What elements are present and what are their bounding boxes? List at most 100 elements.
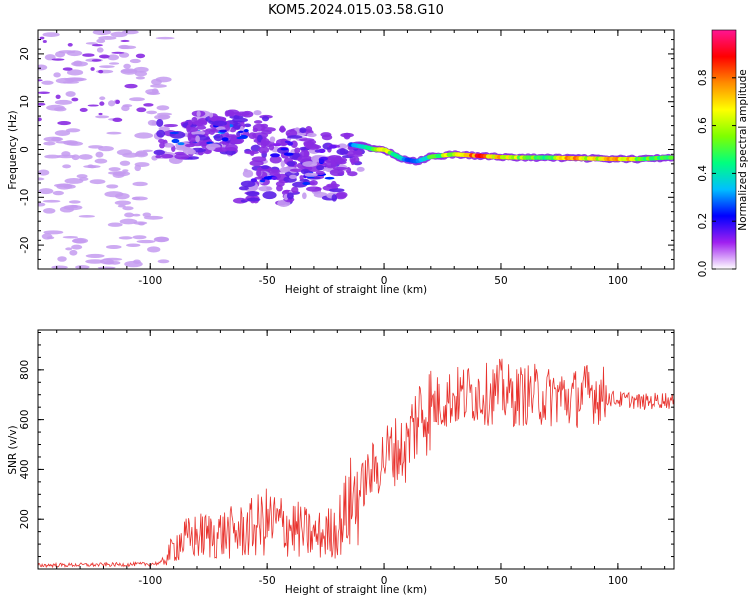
noise-speckle <box>133 66 149 73</box>
cluster-blob <box>207 146 216 151</box>
cluster-blob <box>182 147 195 155</box>
noise-speckle <box>38 177 45 181</box>
noise-speckle-dark <box>135 53 146 59</box>
cluster-blob <box>269 136 276 143</box>
cluster-core <box>318 158 325 164</box>
noise-speckle <box>85 253 105 259</box>
snr-y-tick-label: 400 <box>19 459 31 479</box>
snr-frame <box>37 329 675 570</box>
cluster-blob <box>324 160 337 169</box>
cluster-blob <box>160 153 174 159</box>
heatmap-y-tick-label: -10 <box>19 189 31 206</box>
noise-speckle <box>43 141 56 146</box>
cluster-blob <box>287 135 303 139</box>
cluster-blob <box>299 127 307 134</box>
cluster-blob <box>247 197 261 202</box>
cluster-blob <box>260 127 276 132</box>
noise-speckle <box>95 115 110 119</box>
noise-speckle <box>132 235 147 240</box>
cluster-blob <box>269 155 282 164</box>
noise-speckle <box>54 99 73 105</box>
noise-speckle <box>117 204 126 208</box>
noise-speckle <box>118 236 133 240</box>
snr-series-line <box>38 358 674 569</box>
noise-speckle <box>88 165 96 169</box>
cluster-blob <box>309 180 318 186</box>
cluster-blob <box>215 126 226 131</box>
noise-speckle-dark <box>62 67 73 71</box>
cluster-blob <box>289 174 298 179</box>
colorbar-tick-label: 0.6 <box>697 117 709 134</box>
noise-speckle <box>99 65 115 69</box>
cluster-blob <box>331 194 338 202</box>
noise-speckle-dark <box>136 107 147 113</box>
cluster-blob <box>256 169 262 177</box>
noise-speckle <box>103 260 115 265</box>
noise-speckle <box>134 164 142 172</box>
noise-speckle <box>85 259 105 264</box>
cluster-blob <box>356 166 365 172</box>
figure-title: KOM5.2024.015.03.58.G10 <box>268 3 444 18</box>
colorbar-label: Normalized spectral amplitude <box>737 69 749 230</box>
cluster-blob <box>286 192 294 200</box>
cluster-blob <box>302 161 318 167</box>
noise-speckle <box>107 54 120 61</box>
noise-speckle <box>119 160 131 166</box>
cluster-blob <box>250 144 261 152</box>
noise-speckle <box>85 42 98 45</box>
cluster-blob <box>155 154 162 159</box>
noise-speckle <box>112 172 125 179</box>
cluster-blob <box>291 186 299 194</box>
noise-speckle-dark <box>55 94 61 99</box>
snr-panel: -100 -50 0 50 100 200 400 600 800 Height of str… <box>7 329 675 596</box>
noise-speckle <box>51 137 62 142</box>
noise-speckle <box>43 230 64 235</box>
noise-speckle <box>151 78 162 85</box>
noise-speckle <box>72 237 89 244</box>
cluster-blob <box>174 153 190 160</box>
colorbar-tick-label: 0.2 <box>697 213 709 230</box>
cluster-blob <box>347 171 358 177</box>
noise-speckle <box>65 247 73 251</box>
noise-speckle <box>92 30 112 36</box>
noise-speckle <box>122 104 133 108</box>
cluster-blob <box>262 191 277 200</box>
noise-speckle <box>94 158 108 164</box>
noise-speckle <box>135 76 146 80</box>
cluster-blob <box>306 186 322 192</box>
noise-speckle <box>124 260 143 268</box>
colorbar-tick-label: 0.4 <box>697 165 709 182</box>
cluster-blob <box>187 119 193 126</box>
ridge-core <box>668 155 674 160</box>
noise-speckle <box>129 97 145 102</box>
noise-speckle <box>106 131 122 135</box>
noise-speckle <box>120 68 138 75</box>
noise-speckle <box>75 265 90 269</box>
cluster-blob <box>302 192 307 200</box>
cluster-core <box>236 136 243 140</box>
colorbar-tick-label: 0.8 <box>697 69 709 86</box>
noise-speckle <box>76 174 88 179</box>
noise-speckle-dark <box>71 97 79 102</box>
cluster-blob <box>163 123 178 128</box>
heatmap-y-tick-label: -20 <box>19 237 31 254</box>
cluster-blob <box>304 172 318 177</box>
cluster-core <box>221 137 229 142</box>
noise-speckle <box>106 184 119 189</box>
cluster-blob <box>315 170 325 176</box>
noise-speckle <box>147 119 157 126</box>
cluster-blob <box>330 180 337 189</box>
noise-speckle <box>132 213 141 217</box>
heatmap-y-tick-label: 0 <box>19 146 31 153</box>
noise-speckle-dark <box>111 51 125 54</box>
noise-speckle-dark <box>42 40 47 44</box>
noise-speckle <box>63 204 83 211</box>
heatmap-y-tick-label: 20 <box>19 47 31 60</box>
cluster-blob <box>316 164 325 171</box>
cluster-blob <box>238 186 249 191</box>
cluster-blob <box>211 120 228 127</box>
noise-speckle <box>61 151 71 157</box>
cluster-core <box>169 131 180 135</box>
noise-speckle <box>134 132 154 139</box>
noise-speckle-dark <box>79 107 88 113</box>
